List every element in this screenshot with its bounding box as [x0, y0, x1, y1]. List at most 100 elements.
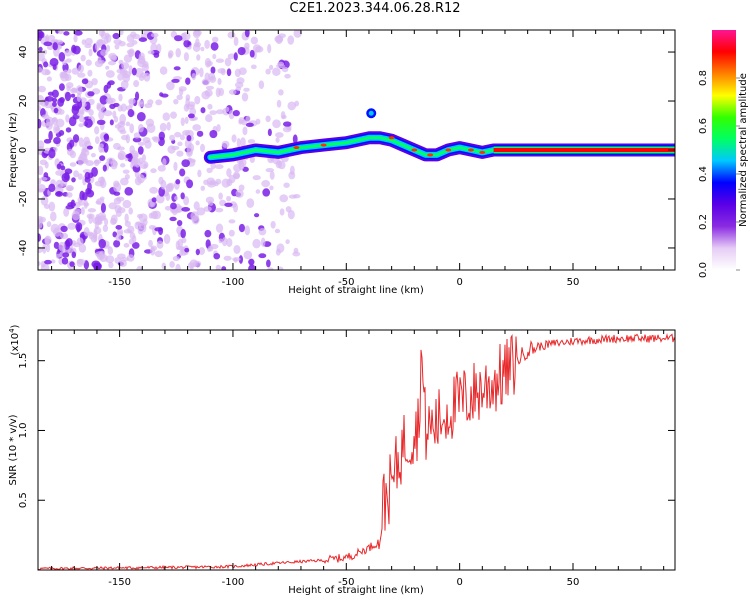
noise-speck — [226, 238, 233, 247]
noise-speck — [196, 130, 204, 137]
noise-speck — [118, 93, 123, 102]
noise-speck — [116, 68, 126, 74]
noise-speck — [201, 90, 211, 100]
noise-speck — [255, 189, 261, 194]
noise-speck — [126, 42, 135, 48]
noise-speck — [128, 65, 133, 75]
noise-speck — [38, 85, 46, 93]
noise-speck — [99, 143, 104, 149]
noise-speck — [112, 231, 118, 238]
noise-speck — [248, 264, 256, 270]
x-tick-label: -150 — [108, 577, 131, 588]
noise-speck — [115, 196, 125, 202]
ridge-hotspot — [293, 146, 300, 150]
noise-speck — [265, 115, 271, 123]
noise-speck — [186, 179, 194, 189]
noise-speck — [246, 198, 255, 209]
noise-speck — [73, 30, 83, 36]
noise-speck — [125, 121, 131, 127]
noise-speck — [113, 182, 122, 193]
noise-speck — [40, 195, 49, 206]
noise-speck — [112, 110, 117, 119]
noise-speck — [120, 80, 129, 90]
noise-speck — [88, 214, 93, 224]
noise-speck — [233, 203, 239, 213]
noise-speck — [203, 206, 212, 212]
noise-speck — [272, 67, 281, 76]
noise-speck — [191, 72, 197, 80]
noise-speck — [145, 118, 155, 127]
noise-speck — [187, 113, 195, 119]
noise-speck — [122, 169, 130, 174]
noise-speck — [99, 250, 106, 260]
noise-speck — [238, 160, 245, 171]
noise-speck — [243, 250, 253, 260]
noise-speck — [280, 111, 286, 120]
noise-speck — [94, 136, 100, 145]
noise-speck — [150, 245, 158, 251]
noise-speck — [45, 34, 50, 44]
noise-speck — [66, 192, 73, 198]
noise-speck — [103, 110, 113, 117]
noise-speck — [103, 133, 110, 142]
noise-speck — [98, 30, 105, 37]
noise-speck — [76, 92, 82, 102]
colorbar-tick-label: 0.6 — [698, 118, 709, 134]
noise-speck — [106, 157, 116, 164]
ridge-hotspot — [427, 153, 434, 157]
noise-speck — [76, 258, 84, 268]
noise-speck — [93, 262, 99, 270]
noise-speck — [44, 161, 49, 169]
noise-speck — [83, 202, 90, 207]
noise-speck — [44, 236, 50, 246]
noise-speck — [121, 62, 130, 70]
noise-speck — [178, 86, 187, 92]
noise-speck — [123, 54, 133, 63]
noise-speck — [221, 236, 228, 247]
snr-y-scale-close: ) — [10, 324, 21, 328]
noise-speck — [38, 188, 45, 193]
colorbar-tick-label: 0.8 — [698, 70, 709, 86]
noise-speck — [276, 243, 285, 253]
noise-speck — [69, 162, 77, 167]
noise-speck — [205, 114, 213, 123]
noise-speck — [250, 36, 259, 45]
noise-speck — [147, 50, 155, 55]
noise-speck — [170, 111, 177, 119]
x-tick-label: -50 — [338, 277, 354, 288]
y-tick-label: 20 — [18, 95, 29, 108]
noise-speck — [293, 30, 302, 38]
noise-speck — [52, 42, 58, 51]
noise-speck — [215, 223, 224, 233]
noise-speck — [117, 73, 124, 81]
noise-speck — [114, 43, 120, 50]
noise-speck — [48, 130, 53, 141]
noise-speck — [64, 49, 72, 57]
noise-speck — [198, 247, 206, 255]
snr-ticks: -150 -100 -50 0 50 0.5 1.0 1.5 — [18, 330, 675, 588]
noise-speck — [43, 100, 53, 109]
noise-speck — [44, 259, 52, 265]
noise-speck — [204, 229, 212, 238]
noise-speck — [137, 141, 145, 146]
noise-speck — [115, 225, 123, 230]
noise-speck — [108, 202, 117, 210]
noise-speck — [129, 145, 135, 155]
noise-speck — [105, 255, 115, 264]
noise-speck — [53, 136, 61, 145]
noise-speck — [238, 184, 245, 192]
noise-speck — [125, 133, 131, 144]
noise-speck — [186, 135, 192, 142]
noise-speck — [73, 34, 78, 43]
noise-speck — [252, 175, 261, 181]
noise-speck — [78, 243, 87, 253]
noise-speck — [183, 52, 189, 62]
noise-speck — [55, 179, 64, 190]
noise-speck — [266, 259, 271, 268]
noise-speck — [72, 134, 80, 143]
noise-speck — [65, 204, 74, 210]
snr-series-line — [38, 333, 675, 570]
y-tick-label: -20 — [18, 191, 29, 207]
noise-speck — [123, 243, 130, 248]
